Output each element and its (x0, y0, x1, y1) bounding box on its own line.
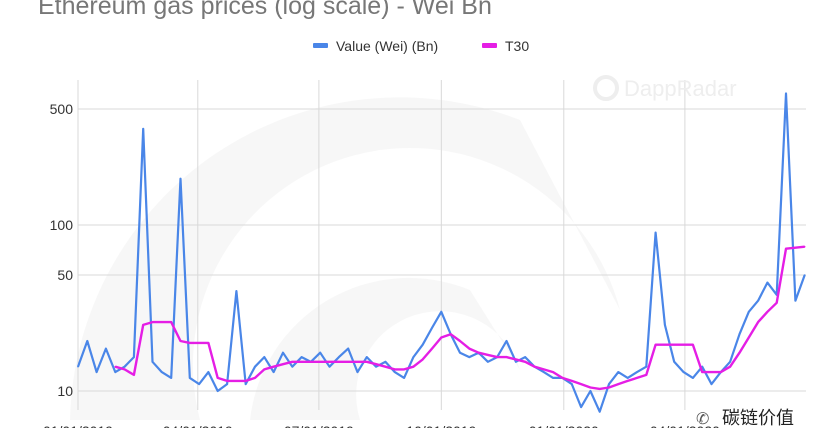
x-tick-label: 04/01/2019 (163, 423, 233, 428)
x-tick-label: 07/01/2019 (284, 423, 354, 428)
chart-title: Ethereum gas prices (log scale) - Wei Bn (38, 0, 492, 20)
series-line-value (76, 92, 806, 413)
x-tick-label: 10/01/2019 (406, 423, 476, 428)
legend-swatch-t30 (482, 43, 497, 48)
y-tick-label: 500 (50, 101, 74, 117)
x-tick-label: 01/01/2020 (529, 423, 599, 428)
background-logo-watermark (70, 97, 620, 421)
y-tick-label: 100 (50, 217, 74, 233)
series (76, 92, 806, 413)
y-tick-label: 10 (57, 383, 73, 399)
legend: Value (Wei) (Bn) T30 (313, 38, 529, 54)
dappradar-watermark: DappRadar (593, 75, 737, 101)
dappradar-logo-icon (593, 75, 619, 101)
legend-label-t30: T30 (505, 38, 529, 54)
wechat-icon: ✆ (696, 411, 709, 428)
y-axis: 10 50 100 500 (50, 101, 74, 399)
legend-label-value: Value (Wei) (Bn) (336, 38, 438, 54)
legend-swatch-value (313, 43, 328, 48)
x-axis: 01/01/2019 04/01/2019 07/01/2019 10/01/2019… (43, 423, 720, 428)
source-watermark-text: 碳链价值 (722, 408, 794, 428)
x-tick-label: 04/01/2020 (650, 423, 720, 428)
grid (77, 80, 806, 410)
series-line-t30 (114, 245, 805, 391)
source-watermark: ✆ 碳链价值 (696, 408, 794, 428)
x-tick-label: 01/01/2019 (43, 423, 113, 428)
y-tick-label: 50 (57, 267, 73, 283)
dappradar-watermark-text: DappRadar (624, 76, 737, 101)
